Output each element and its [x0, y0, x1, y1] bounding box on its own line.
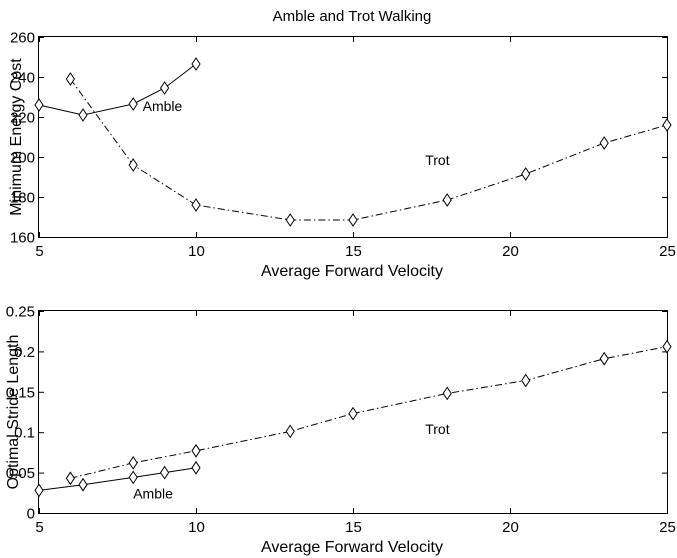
diamond-marker — [599, 351, 609, 366]
series-trot — [65, 72, 672, 227]
series-amble — [34, 460, 201, 498]
diamond-marker — [78, 108, 88, 122]
diamond-marker — [442, 193, 452, 207]
diamond-marker — [128, 97, 138, 111]
y-axis-title: Optimal Stride Length — [5, 335, 22, 490]
diamond-marker — [521, 167, 531, 181]
x-tick-label: 10 — [188, 519, 205, 536]
diamond-marker — [159, 465, 170, 480]
diamond-marker — [285, 424, 295, 439]
diamond-marker — [128, 455, 138, 470]
diamond-marker — [285, 213, 295, 227]
y-tick-label: 0.05 — [6, 465, 35, 482]
energy-cost-subplot: Amble and Trot Walking 160 180 200 220 240 26… — [8, 8, 676, 280]
x-axis-ticks: 5 10 15 20 25 — [35, 37, 676, 260]
diamond-marker — [442, 386, 452, 401]
diamond-marker — [65, 72, 76, 86]
y-axis-ticks: 160 180 200 220 240 260 — [10, 30, 667, 247]
series-line-trot — [70, 346, 668, 479]
stride-length-subplot: 00.050.10.150.20.25 5 10 15 20 25 AmbleTrot … — [5, 304, 676, 557]
y-tick-label: 0.2 — [14, 344, 35, 361]
axes-box — [38, 310, 668, 514]
diamond-marker — [521, 373, 531, 388]
annotation-amble: Amble — [143, 98, 183, 114]
diamond-marker — [128, 470, 138, 485]
diamond-marker — [348, 406, 358, 421]
diamond-marker — [128, 158, 138, 172]
y-tick-label: 240 — [10, 70, 35, 87]
x-axis-ticks: 5 10 15 20 25 — [35, 311, 676, 536]
x-tick-label: 10 — [188, 243, 205, 260]
diamond-marker — [159, 81, 170, 95]
x-tick-label: 20 — [502, 519, 519, 536]
x-tick-label: 15 — [345, 519, 362, 536]
annotation-amble: Amble — [133, 485, 173, 501]
diamond-marker — [78, 477, 88, 492]
y-tick-label: 260 — [10, 30, 35, 47]
x-axis-title: Average Forward Velocity — [261, 263, 443, 280]
annotations: Amble Trot — [133, 421, 450, 502]
diamond-marker — [662, 339, 672, 354]
annotations: Amble Trot — [143, 98, 450, 168]
y-tick-label: 0.1 — [14, 425, 35, 442]
series-trot — [65, 339, 672, 486]
y-tick-label: 0.15 — [6, 384, 35, 401]
y-axis-ticks: 0 0.05 0.1 0.15 0.2 0.25 — [6, 304, 667, 523]
x-tick-label: 25 — [659, 519, 676, 536]
plot-title: Amble and Trot Walking — [273, 8, 432, 25]
diamond-marker — [348, 213, 358, 227]
y-tick-label: 180 — [10, 190, 35, 207]
x-axis-title: Average Forward Velocity — [261, 539, 443, 556]
x-tick-label: 15 — [345, 243, 362, 260]
y-tick-label: 200 — [10, 150, 35, 167]
annotation-trot: Trot — [425, 421, 449, 437]
diamond-marker — [191, 443, 201, 458]
diamond-marker — [34, 483, 44, 498]
x-tick-label: 20 — [502, 243, 519, 260]
y-axis-title: Minimum Energy Cost — [8, 58, 25, 216]
annotation-trot: Trot — [425, 152, 449, 168]
diamond-marker — [599, 136, 609, 150]
diamond-marker — [34, 98, 44, 112]
diamond-marker — [65, 471, 76, 486]
y-tick-label: 160 — [10, 230, 35, 247]
y-tick-label: 0.25 — [6, 304, 35, 321]
x-tick-label: 5 — [35, 519, 43, 536]
diamond-marker — [662, 118, 672, 132]
diamond-marker — [191, 460, 201, 475]
y-tick-label: 0 — [27, 506, 35, 523]
diamond-marker — [191, 57, 201, 71]
series-amble — [34, 57, 201, 122]
x-tick-label: 25 — [659, 243, 676, 260]
axes-box — [38, 36, 668, 238]
y-tick-label: 220 — [10, 110, 35, 127]
x-tick-label: 5 — [35, 243, 43, 260]
diamond-marker — [191, 198, 201, 212]
